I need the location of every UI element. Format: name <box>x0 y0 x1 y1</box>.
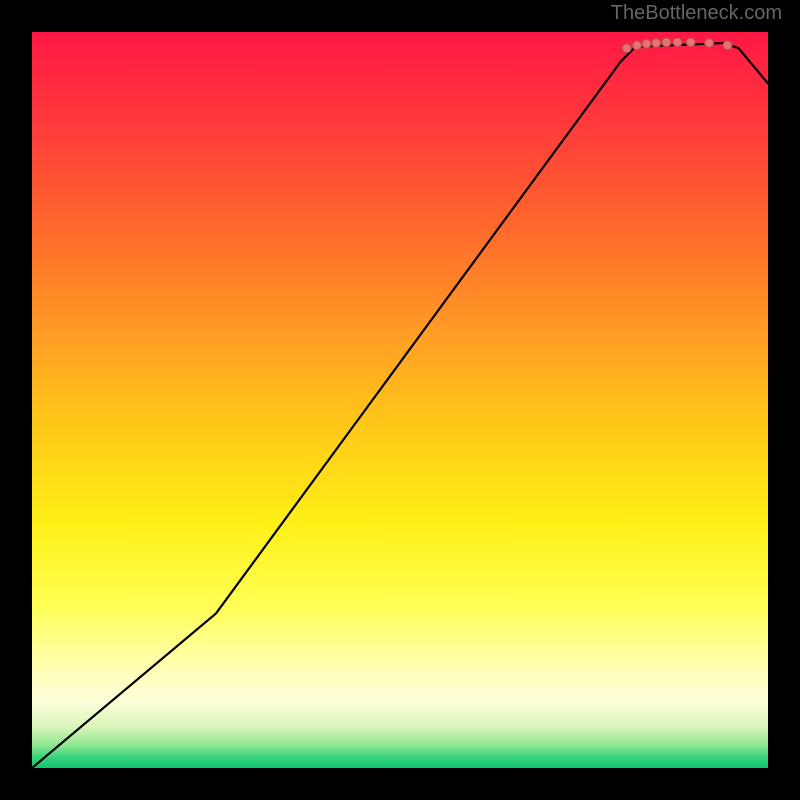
marker-point <box>662 38 671 47</box>
marker-point <box>723 41 732 50</box>
gradient-background <box>32 32 768 768</box>
marker-point <box>622 44 631 53</box>
marker-point <box>652 39 661 48</box>
watermark-text: TheBottleneck.com <box>611 2 782 25</box>
marker-point <box>705 39 714 48</box>
chart-plot-area <box>32 32 768 768</box>
marker-point <box>686 38 695 47</box>
marker-point <box>642 39 651 48</box>
marker-point <box>632 41 641 50</box>
marker-point <box>673 38 682 47</box>
chart-svg <box>32 32 768 768</box>
